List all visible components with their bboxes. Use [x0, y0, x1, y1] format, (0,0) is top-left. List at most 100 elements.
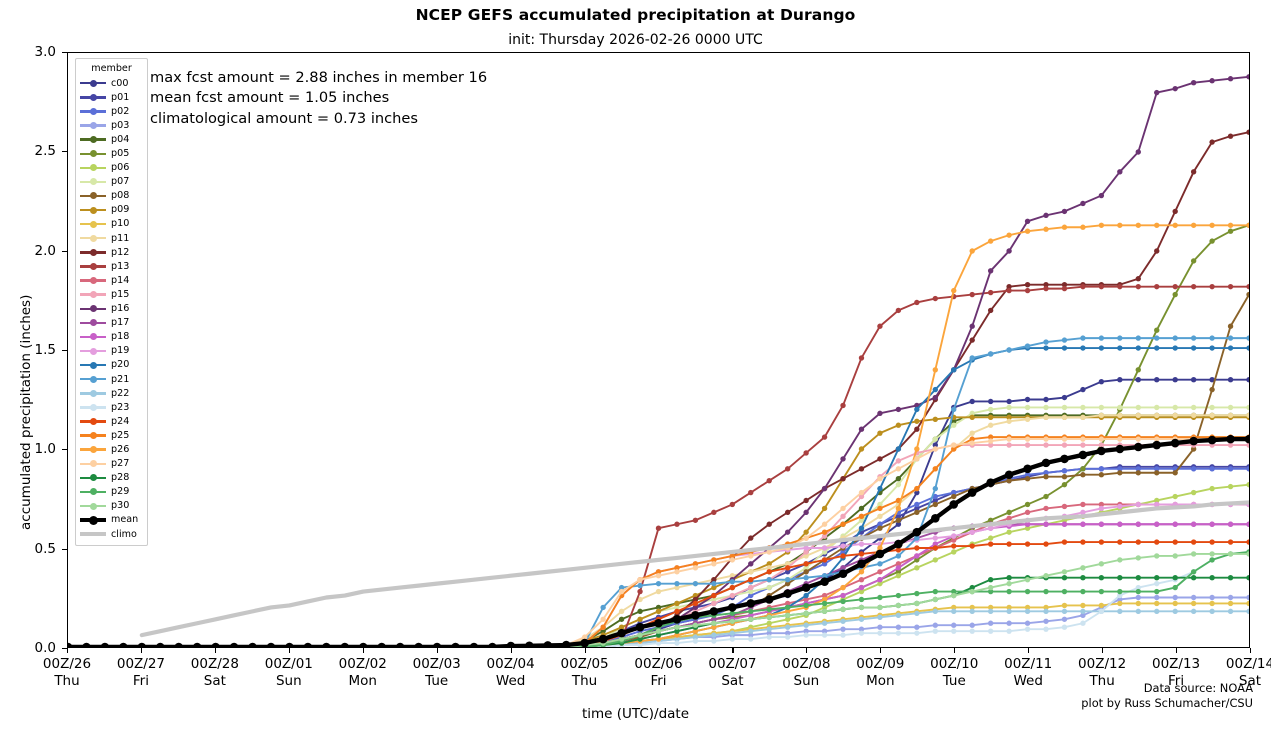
legend-item-p09[interactable]: p09	[80, 203, 143, 217]
legend-item-p28[interactable]: p28	[80, 471, 143, 485]
legend-item-p18[interactable]: p18	[80, 330, 143, 344]
series-marker	[1080, 414, 1086, 421]
series-marker	[987, 307, 994, 314]
legend-item-p21[interactable]: p21	[80, 372, 143, 386]
legend-item-p27[interactable]: p27	[80, 457, 143, 471]
legend-item-p23[interactable]: p23	[80, 400, 143, 414]
series-marker	[877, 410, 883, 417]
legend-item-p02[interactable]: p02	[80, 104, 143, 118]
series-marker	[674, 604, 680, 611]
legend-item-p13[interactable]: p13	[80, 259, 143, 273]
legend-item-p24[interactable]: p24	[80, 414, 143, 428]
x-tick-day: Sat	[1238, 673, 1262, 689]
series-marker	[1006, 580, 1012, 587]
legend-label: p18	[111, 331, 130, 343]
legend-item-p17[interactable]: p17	[80, 316, 143, 330]
legend-item-c00[interactable]: c00	[80, 76, 143, 90]
x-tick-date: 00Z/02	[338, 656, 387, 672]
x-tick-label: 00Z/03 Tue	[392, 656, 482, 690]
legend-item-p14[interactable]: p14	[80, 273, 143, 287]
series-marker	[692, 561, 699, 567]
x-tick-mark	[362, 648, 364, 653]
series-marker	[729, 553, 736, 559]
legend-item-p15[interactable]: p15	[80, 287, 143, 301]
legend-swatch-icon	[80, 303, 106, 314]
legend-item-p08[interactable]: p08	[80, 189, 143, 203]
series-marker	[932, 622, 938, 628]
x-tick-label: 00Z/09 Mon	[835, 656, 925, 690]
series-marker	[1246, 291, 1249, 298]
series-marker	[840, 549, 846, 555]
series-marker	[1227, 133, 1234, 139]
legend-label: p13	[111, 260, 130, 272]
series-marker	[637, 636, 643, 642]
series-marker	[506, 641, 516, 647]
series-marker	[1024, 442, 1031, 448]
legend-item-p16[interactable]: p16	[80, 302, 143, 316]
series-marker	[729, 573, 736, 579]
legend-item-p29[interactable]: p29	[80, 485, 143, 499]
series-marker	[1154, 521, 1160, 527]
series-marker	[618, 588, 625, 595]
legend-item-p06[interactable]: p06	[80, 161, 143, 175]
y-tick-label: 1.5	[34, 342, 56, 358]
legend-item-p04[interactable]: p04	[80, 132, 143, 146]
series-marker	[1172, 470, 1178, 476]
y-tick-label: 0.5	[34, 540, 56, 557]
series-marker	[895, 458, 902, 464]
series-marker	[618, 624, 625, 630]
series-marker	[637, 596, 643, 603]
legend-item-p07[interactable]: p07	[80, 175, 143, 189]
series-marker	[840, 513, 846, 520]
series-marker	[969, 323, 975, 329]
series-marker	[635, 622, 645, 632]
series-marker	[1190, 404, 1197, 411]
series-marker	[895, 406, 902, 413]
legend-item-p30[interactable]: p30	[80, 499, 143, 513]
legend-item-p12[interactable]: p12	[80, 245, 143, 259]
legend-item-climo[interactable]: climo	[80, 527, 143, 541]
series-line	[68, 337, 1249, 647]
series-marker	[711, 620, 717, 626]
legend-label: p11	[111, 232, 130, 244]
series-marker	[1190, 569, 1197, 575]
series-marker	[932, 446, 938, 452]
series-marker	[766, 549, 772, 555]
series-marker	[637, 588, 643, 595]
series-marker	[748, 569, 754, 575]
series-marker	[877, 576, 883, 583]
legend-item-p26[interactable]: p26	[80, 442, 143, 456]
legend-item-p22[interactable]: p22	[80, 386, 143, 400]
legend-item-p10[interactable]: p10	[80, 217, 143, 231]
legend-item-mean[interactable]: mean	[80, 513, 143, 527]
x-tick-mark	[510, 648, 512, 653]
series-marker	[692, 580, 699, 587]
legend-item-p03[interactable]: p03	[80, 118, 143, 132]
series-marker	[895, 446, 902, 452]
legend-item-p01[interactable]: p01	[80, 90, 143, 104]
series-marker	[840, 565, 846, 571]
legend-item-p05[interactable]: p05	[80, 146, 143, 160]
series-marker	[914, 557, 920, 563]
series-marker	[692, 600, 699, 607]
legend-item-p19[interactable]: p19	[80, 344, 143, 358]
series-marker	[1170, 438, 1180, 448]
series-marker	[1061, 588, 1068, 595]
x-tick-date: 00Z/03	[412, 656, 461, 672]
legend-item-p11[interactable]: p11	[80, 231, 143, 245]
legend-label: p19	[111, 345, 130, 357]
series-marker	[1043, 470, 1049, 476]
series-marker	[1135, 539, 1141, 545]
series-line	[68, 347, 1249, 647]
legend-item-p20[interactable]: p20	[80, 358, 143, 372]
series-marker	[1117, 539, 1123, 545]
series-marker	[1209, 345, 1215, 351]
legend-item-p25[interactable]: p25	[80, 428, 143, 442]
series-marker	[1190, 222, 1197, 228]
series-marker	[932, 628, 938, 634]
legend[interactable]: member c00 p01 p02 p03 p04 p05 p06 p07 p08 p09 p10…	[75, 58, 148, 547]
x-tick-date: 00Z/07	[708, 656, 757, 672]
series-marker	[932, 466, 938, 472]
series-marker	[858, 541, 865, 547]
series-marker	[877, 525, 883, 531]
